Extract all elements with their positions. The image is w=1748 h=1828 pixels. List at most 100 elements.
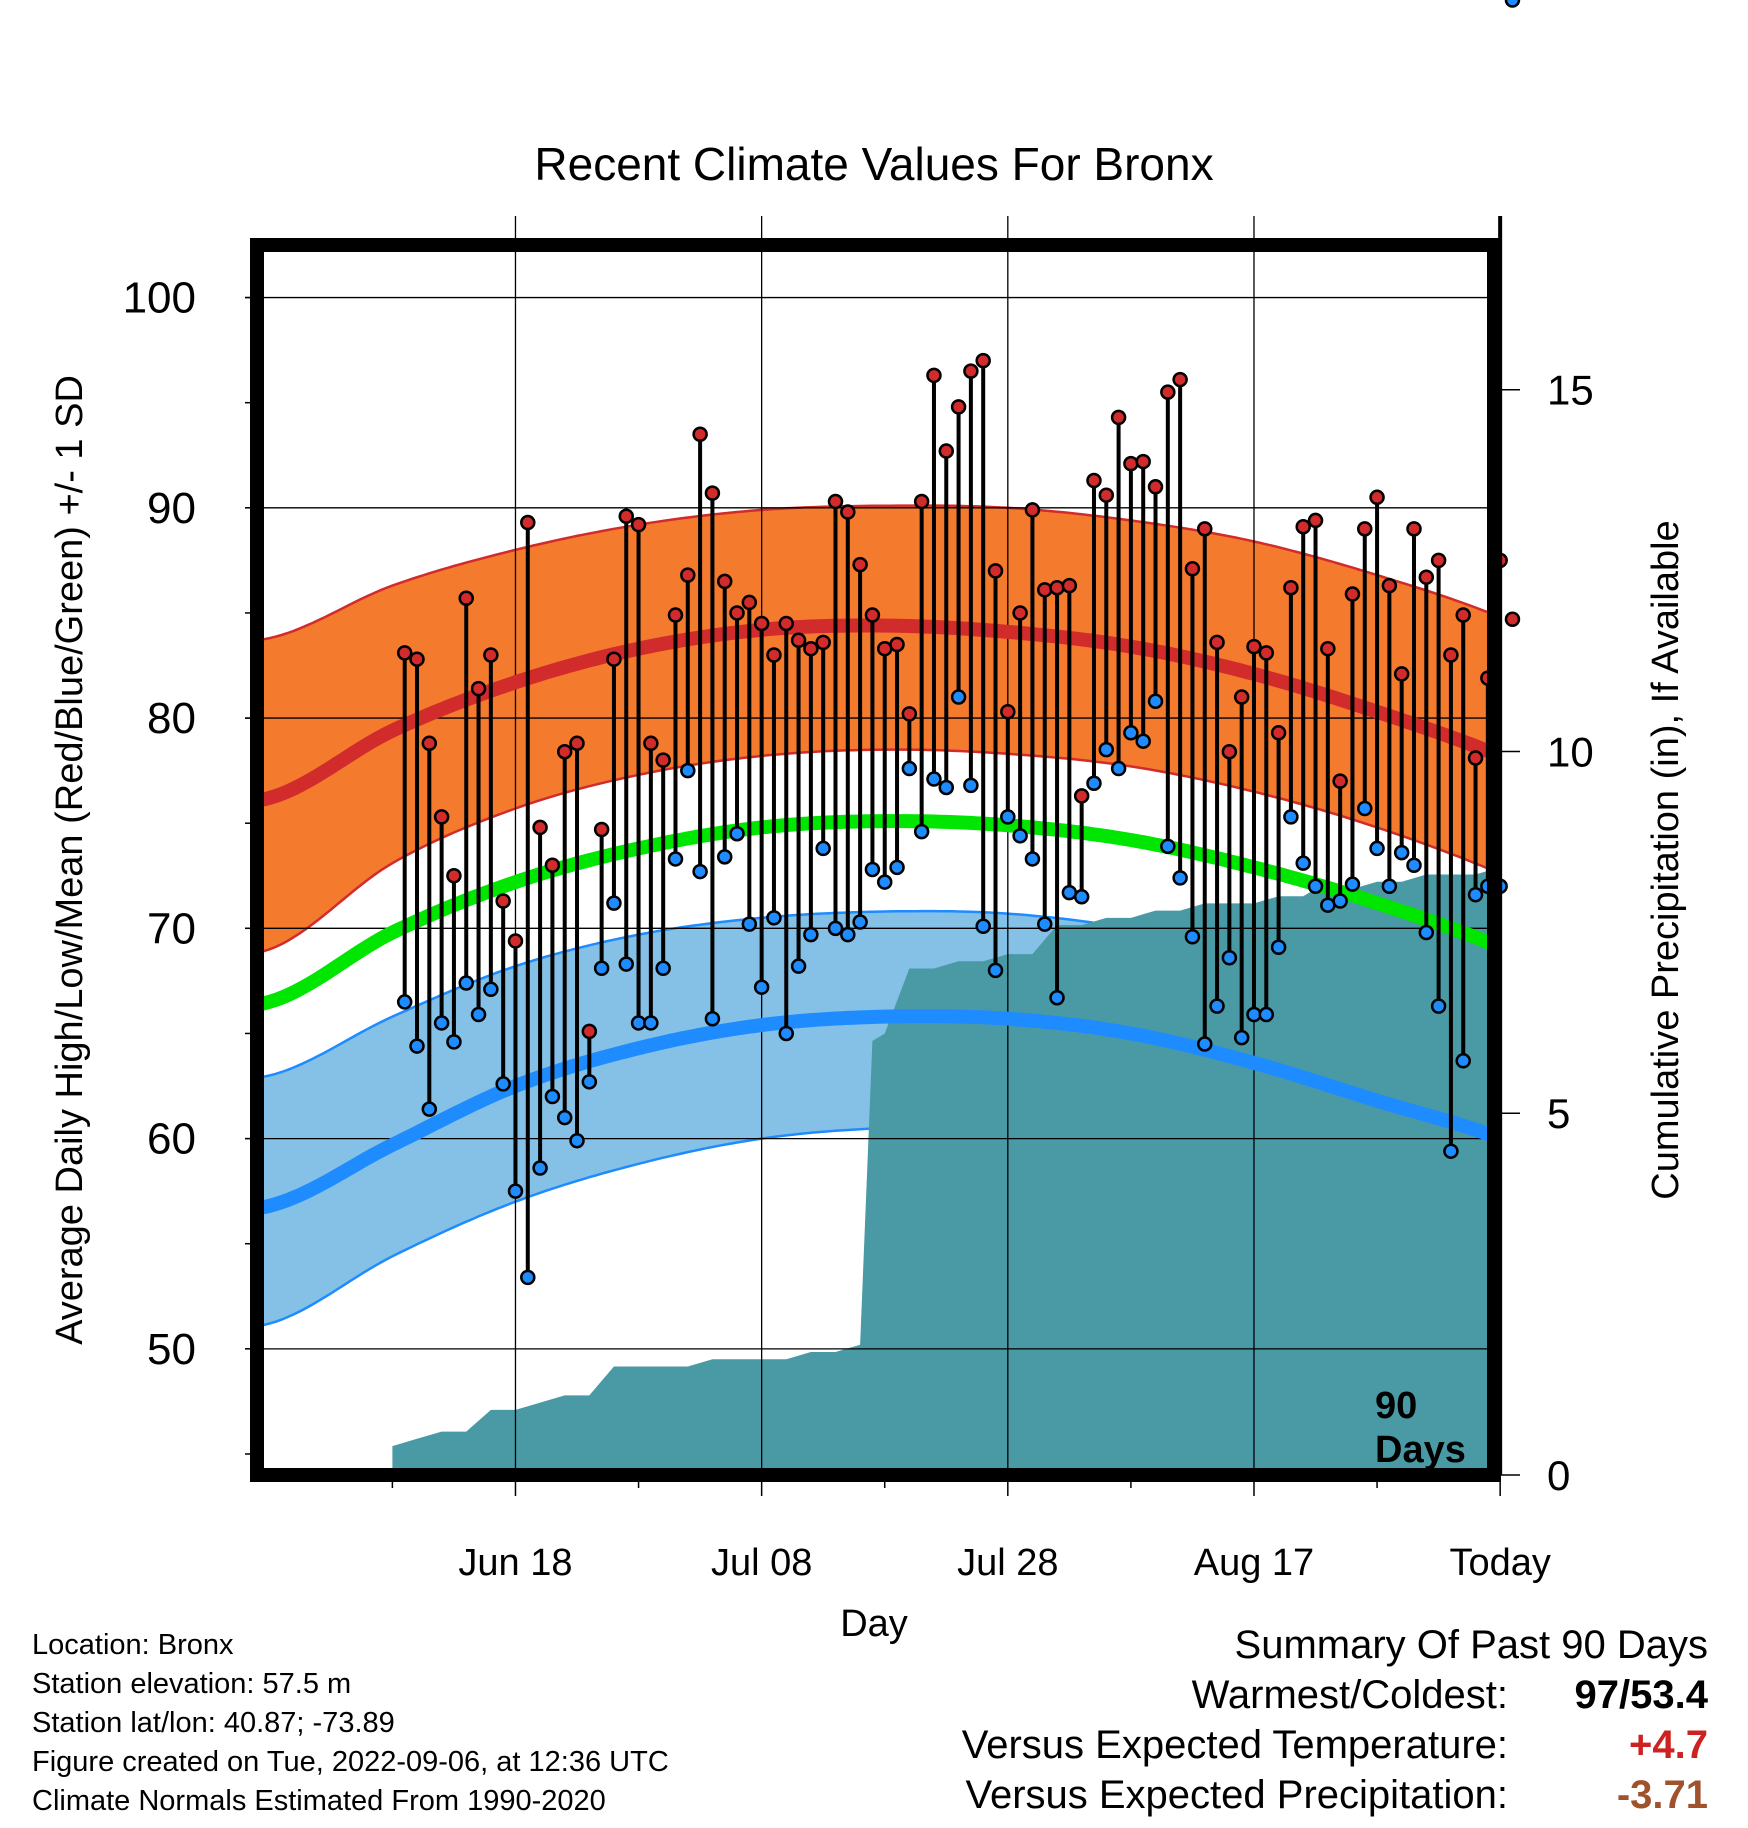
high-point [975, 352, 991, 369]
y2-tick-label: 15 [1547, 367, 1594, 414]
high-point [729, 605, 745, 621]
high-point [1123, 455, 1139, 472]
low-point [1320, 897, 1336, 913]
high-point [1012, 605, 1028, 621]
high-point [840, 504, 856, 520]
low-point [1418, 924, 1435, 941]
normals-text: Climate Normals Estimated From 1990-2020 [32, 1785, 606, 1817]
axes: 50 60 70 80 90 100 0 5 10 15 Jun 18 Jul 08 Jul 28 Aug… [123, 274, 1594, 1584]
low-point [827, 920, 844, 937]
summary-temp-row: Versus Expected Temperature: +4.7 [962, 1720, 1708, 1770]
high-point [680, 567, 696, 583]
low-point [532, 1160, 548, 1176]
plot-frame [250, 216, 1503, 1482]
high-point [593, 821, 610, 838]
high-point [1295, 518, 1311, 535]
low-point [421, 1101, 438, 1117]
low-point [1307, 878, 1324, 895]
high-point [667, 607, 684, 623]
high-point [1246, 638, 1262, 655]
low-point [815, 840, 831, 857]
latlon-text: Station lat/lon: 40.87; -73.89 [32, 1707, 395, 1739]
low-point [1283, 809, 1299, 825]
low-point [630, 1015, 647, 1031]
low-point [926, 771, 942, 787]
y-tick-label: 100 [123, 274, 196, 323]
high-point [926, 367, 942, 384]
low-point [840, 926, 856, 943]
x-tick-label: Aug 17 [1194, 1542, 1314, 1584]
high-point [1307, 512, 1324, 529]
high-point [458, 590, 474, 606]
y-tick-label: 60 [147, 1115, 196, 1164]
high-point [987, 563, 1004, 579]
low-point [1147, 693, 1164, 710]
low-point [692, 863, 708, 880]
high-point [1357, 521, 1373, 537]
summary-warmest-row: Warmest/Coldest: 97/53.4 [962, 1670, 1708, 1720]
low-point [1406, 857, 1422, 874]
low-point [1000, 809, 1016, 825]
high-point [581, 1023, 598, 1040]
high-point [1320, 640, 1336, 657]
low-point [680, 762, 696, 779]
low-point [1209, 998, 1225, 1014]
high-point [1283, 579, 1299, 596]
high-point [778, 615, 795, 632]
high-upper-edge [257, 504, 1494, 642]
y-tick-label: 70 [147, 904, 196, 953]
high-point [913, 493, 930, 510]
high-point [803, 640, 819, 657]
high-point [1024, 502, 1041, 518]
low-point [704, 1010, 721, 1027]
chart-title: Recent Climate Values For Bronx [534, 138, 1213, 190]
low-point [606, 895, 622, 911]
high-point [815, 634, 831, 651]
low-point [1246, 1006, 1262, 1023]
high-point [618, 508, 635, 524]
low-point [1049, 989, 1065, 1006]
y2-axis-label: Cumulative Precipitation (in), If Availa… [1645, 520, 1687, 1199]
x-tick-label: Jul 08 [711, 1542, 812, 1584]
high-point [470, 680, 487, 697]
x-axis-label: Day [840, 1603, 908, 1645]
location-text: Location: Bronx [32, 1629, 234, 1661]
high-point [1086, 472, 1102, 489]
high-point [421, 735, 438, 752]
high-point [1000, 704, 1016, 720]
warmest-coldest-value: 97/53.4 [1574, 1673, 1708, 1717]
daily-points [396, 0, 1521, 1286]
high-point [446, 868, 462, 884]
precip-label: Versus Expected Precipitation: [965, 1773, 1508, 1817]
high-point [704, 485, 721, 501]
low-point [975, 918, 991, 934]
high-point [1344, 586, 1361, 602]
low-point [889, 859, 905, 876]
x-tick-label: Today [1449, 1542, 1550, 1584]
low-point [581, 1074, 598, 1090]
low-point [1357, 800, 1373, 817]
low-point [593, 960, 610, 977]
high-point [864, 607, 881, 623]
low-point [938, 779, 955, 796]
low-normal-line [257, 1009, 1494, 1216]
low-point [1369, 840, 1385, 857]
low-point [1098, 741, 1115, 758]
low-point [1086, 775, 1102, 792]
high-point [741, 594, 758, 611]
high-point [950, 399, 967, 415]
low-point [852, 914, 868, 930]
high-point [1197, 521, 1213, 537]
low-point [1332, 893, 1348, 909]
low-point [1184, 928, 1201, 945]
high-point [790, 632, 807, 649]
low-point [729, 825, 745, 842]
high-point [1233, 689, 1250, 705]
low-point [753, 979, 770, 995]
low-point [901, 760, 918, 777]
low-point [766, 910, 782, 926]
low-point [1270, 939, 1287, 956]
low-point [1061, 884, 1078, 901]
y-tick-label: 50 [147, 1325, 196, 1374]
